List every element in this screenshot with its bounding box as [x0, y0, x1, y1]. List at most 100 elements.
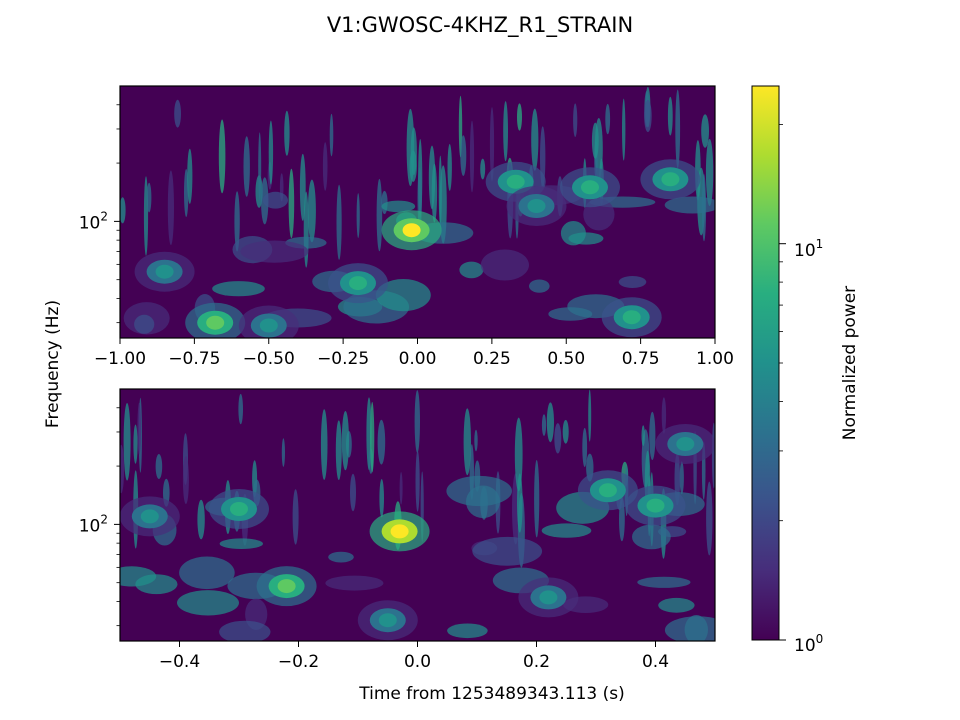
- chart-title: V1:GWOSC-4KHZ_R1_STRAIN: [327, 13, 633, 38]
- noise-blob: [664, 196, 715, 214]
- noise-blob: [632, 524, 671, 550]
- noise-streak: [591, 122, 599, 159]
- noise-blob: [262, 191, 288, 209]
- noise-streak: [622, 98, 626, 161]
- noise-streak: [701, 114, 709, 148]
- noise-streak: [379, 479, 385, 518]
- bottom-spectrogram-panel: −0.4 −0.2 0.0 0.2 0.4 102: [79, 388, 716, 672]
- y-tick-label: 102: [79, 209, 108, 233]
- noise-streak: [514, 417, 523, 492]
- noise-streak: [292, 489, 299, 545]
- heatmap-texture: [120, 86, 715, 338]
- heatmap-hotspot: [378, 613, 397, 628]
- x-axis-label: Time from 1253489343.113 (s): [358, 684, 625, 704]
- heatmap-hotspot: [581, 180, 599, 195]
- heatmap-hotspot: [390, 524, 409, 539]
- noise-streak: [197, 499, 205, 540]
- noise-blob: [480, 249, 529, 281]
- x-tick-label: −0.2: [278, 652, 319, 672]
- noise-streak: [474, 429, 478, 452]
- heatmap-hotspot: [506, 174, 525, 189]
- noise-streak: [582, 427, 588, 468]
- noise-streak: [641, 425, 645, 447]
- noise-streak: [447, 143, 452, 191]
- colorbar-gradient: [751, 85, 780, 641]
- noise-streak: [562, 419, 569, 444]
- colorbar: 101 100 Normalized power: [751, 85, 860, 656]
- heatmap-hotspot: [349, 276, 367, 291]
- heatmap-hotspot: [230, 502, 248, 516]
- noise-streak: [341, 411, 349, 471]
- noise-blob: [529, 279, 550, 293]
- noise-streak: [123, 403, 131, 481]
- heatmap-hotspot: [402, 223, 421, 238]
- noise-streak: [667, 96, 673, 136]
- x-tick-label: 0.4: [642, 652, 669, 672]
- noise-streak: [554, 423, 562, 454]
- colorbar-label: Normalized power: [840, 286, 860, 440]
- x-tick-label: 0.25: [473, 349, 511, 369]
- noise-streak: [120, 444, 125, 494]
- noise-streak: [541, 414, 547, 436]
- noise-streak: [281, 438, 285, 467]
- x-tick-label: 0.75: [622, 349, 660, 369]
- x-tick-label: −0.4: [159, 652, 200, 672]
- noise-blob: [459, 261, 484, 279]
- x-tick-label: 0.50: [547, 349, 585, 369]
- noise-streak: [350, 473, 356, 512]
- heatmap-texture: [120, 389, 715, 641]
- noise-streak: [307, 179, 316, 243]
- noise-streak: [644, 99, 652, 133]
- noise-streak: [218, 119, 226, 194]
- noise-streak: [187, 148, 193, 204]
- heatmap-hotspot: [277, 579, 296, 594]
- noise-blob: [560, 221, 586, 246]
- noise-streak: [415, 450, 420, 512]
- colorbar-ticks: [779, 124, 786, 641]
- noise-streak: [675, 89, 681, 169]
- heatmap-hotspot: [661, 172, 680, 187]
- noise-streak: [534, 460, 540, 538]
- noise-streak: [370, 402, 375, 473]
- noise-streak: [336, 184, 342, 260]
- noise-streak: [299, 153, 306, 221]
- noise-streak: [649, 411, 656, 461]
- noise-blob: [219, 620, 271, 641]
- noise-streak: [410, 127, 417, 176]
- noise-blob: [381, 200, 416, 213]
- noise-blob: [658, 597, 695, 613]
- y-tick-label: 102: [79, 512, 108, 536]
- noise-streak: [469, 120, 475, 193]
- heatmap-hotspot: [622, 310, 641, 325]
- heatmap-hotspot: [646, 498, 665, 513]
- noise-blob: [325, 575, 384, 591]
- heatmap-hotspot: [676, 437, 695, 451]
- noise-blob: [212, 281, 265, 297]
- top-spectrogram-panel: −1.00 −0.75 −0.50 −0.25 0.00 0.25 0.50 0.75 1.00…: [79, 85, 734, 369]
- colorbar-tick-label-10: 101: [794, 237, 823, 261]
- noise-streak: [155, 454, 163, 479]
- noise-streak: [146, 182, 152, 213]
- noise-blob: [541, 523, 592, 538]
- noise-streak: [546, 402, 555, 443]
- heatmap-hotspot: [206, 315, 225, 330]
- heatmap-hotspot: [527, 199, 546, 213]
- noise-streak: [460, 135, 467, 177]
- noise-streak: [182, 456, 189, 505]
- noise-streak: [661, 397, 667, 434]
- noise-streak: [268, 120, 274, 185]
- noise-streak: [517, 103, 522, 131]
- noise-streak: [320, 409, 328, 480]
- heatmap-hotspot: [259, 318, 278, 333]
- x-tick-label: −0.50: [243, 349, 295, 369]
- noise-streak: [399, 472, 403, 505]
- x-tick-label: −0.25: [317, 349, 369, 369]
- noise-streak: [356, 193, 360, 239]
- noise-blob: [684, 615, 708, 641]
- noise-streak: [284, 110, 290, 156]
- noise-blob: [618, 276, 647, 288]
- noise-blob: [219, 538, 263, 549]
- noise-streak: [120, 197, 126, 224]
- noise-blob: [446, 475, 512, 507]
